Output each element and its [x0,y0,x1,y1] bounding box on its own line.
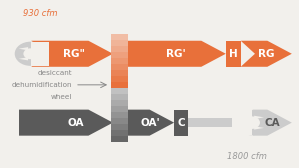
Polygon shape [126,110,174,136]
Text: wheel: wheel [51,94,72,100]
Bar [112,118,128,124]
Bar [112,64,128,70]
Ellipse shape [243,116,260,129]
Bar [188,118,250,127]
Polygon shape [254,126,264,130]
Text: OA': OA' [141,118,161,128]
Text: desiccant: desiccant [37,70,72,76]
Bar [112,94,128,100]
Bar [112,33,128,40]
Bar [112,112,128,118]
Ellipse shape [235,110,268,135]
Polygon shape [241,41,292,67]
Text: OA: OA [67,118,83,128]
Text: RG: RG [258,49,274,59]
Bar [112,124,128,130]
Bar [112,70,128,76]
Bar [226,41,241,67]
Bar [112,76,128,82]
Bar [112,88,128,94]
Bar [112,46,128,52]
Ellipse shape [23,48,38,59]
Polygon shape [31,41,113,67]
Bar [30,42,49,66]
Bar [112,106,128,112]
Polygon shape [19,110,113,136]
Text: dehumidification: dehumidification [12,82,72,88]
Bar [232,110,252,135]
Text: RG': RG' [166,49,186,59]
Text: 1800 cfm: 1800 cfm [227,152,267,161]
Bar [112,82,128,88]
Bar [112,58,128,64]
Bar [112,130,128,136]
Bar [112,136,128,142]
Bar [112,100,128,106]
Polygon shape [126,41,226,67]
Text: RG": RG" [63,49,85,59]
Bar [112,39,128,46]
Bar [112,52,128,58]
Polygon shape [254,116,264,119]
Polygon shape [19,47,28,50]
Text: C: C [177,118,185,128]
Text: CA: CA [264,118,280,128]
Text: H: H [229,49,238,59]
Polygon shape [252,110,292,136]
Ellipse shape [15,42,46,66]
Bar [174,110,188,136]
Text: 930 cfm: 930 cfm [23,9,58,18]
Polygon shape [19,57,28,60]
